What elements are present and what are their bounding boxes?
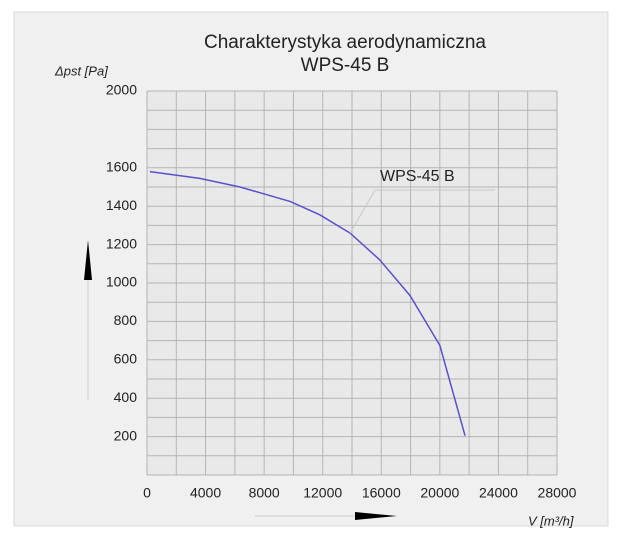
chart-subtitle: WPS-45 B bbox=[301, 55, 390, 76]
y-tick-label: 1600 bbox=[106, 159, 137, 175]
x-tick-label: 24000 bbox=[479, 485, 518, 501]
x-tick-label: 28000 bbox=[538, 485, 577, 501]
y-tick-label: 1000 bbox=[106, 274, 137, 290]
y-tick-label: 1400 bbox=[106, 197, 137, 213]
y-tick-label: 200 bbox=[114, 427, 138, 443]
x-tick-label: 12000 bbox=[303, 485, 342, 501]
x-tick-label: 0 bbox=[143, 485, 151, 501]
y-arrow bbox=[84, 240, 92, 280]
chart-title: Charakterystyka aerodynamiczna bbox=[204, 32, 486, 53]
y-tick-label: 400 bbox=[114, 389, 138, 405]
x-axis-label: V [m³/h] bbox=[528, 513, 574, 528]
y-axis-label: Δpst [Pa] bbox=[54, 63, 108, 78]
x-tick-label: 4000 bbox=[190, 485, 221, 501]
x-arrow bbox=[355, 512, 397, 520]
y-tick-label: 600 bbox=[114, 351, 138, 367]
series-label: WPS-45 B bbox=[380, 168, 455, 185]
y-tick-label: 800 bbox=[114, 312, 138, 328]
series-leader bbox=[349, 189, 376, 234]
y-tick-label: 1200 bbox=[106, 235, 137, 251]
x-tick-label: 16000 bbox=[362, 485, 401, 501]
y-tick-label: 2000 bbox=[106, 82, 137, 98]
x-tick-label: 8000 bbox=[249, 485, 280, 501]
series-line bbox=[149, 170, 466, 436]
x-tick-label: 20000 bbox=[420, 485, 459, 501]
